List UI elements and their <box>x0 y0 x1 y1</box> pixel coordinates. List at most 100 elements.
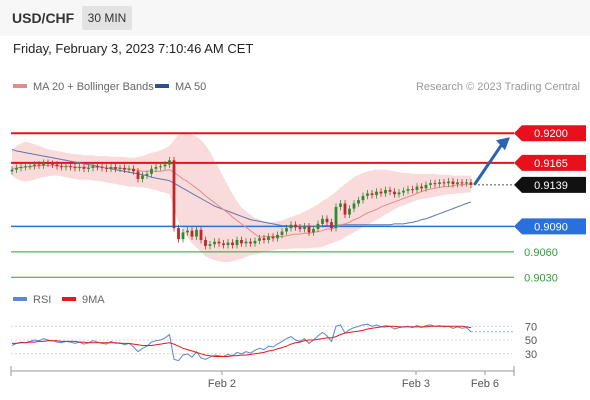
candle-body <box>298 227 302 229</box>
candle-body <box>15 167 18 170</box>
candle-body <box>37 164 41 166</box>
candle-body <box>280 231 284 235</box>
candle-body <box>150 168 153 174</box>
candle-body <box>379 191 383 194</box>
candle-body <box>384 189 387 194</box>
candle-body <box>42 162 45 166</box>
candle-body <box>91 166 95 168</box>
chart-datetime: Friday, February 3, 2023 7:10:46 AM CET <box>13 41 254 56</box>
candle-body <box>294 224 297 228</box>
ma50-legend-label: MA 50 <box>175 81 206 93</box>
x-axis-label: Feb 6 <box>471 378 499 390</box>
candle-body <box>438 182 441 185</box>
candle-body <box>289 224 293 229</box>
candle-body <box>199 229 203 240</box>
ma20-legend-swatch <box>13 84 27 88</box>
candle-body <box>343 203 347 215</box>
candle-body <box>235 239 239 246</box>
candle-body <box>33 164 36 167</box>
candle-body <box>87 167 90 169</box>
candle-body <box>145 173 149 176</box>
rsi-ma-legend-label: 9MA <box>82 294 105 306</box>
candle-body <box>109 167 113 169</box>
price-tag-0-9090 <box>514 218 586 235</box>
candle-body <box>334 206 338 229</box>
candle-body <box>307 226 311 233</box>
price-tag-text-0-9090: 0.9090 <box>534 221 568 233</box>
rsi-tick-label-50: 50 <box>525 335 537 347</box>
candle-body <box>420 186 423 189</box>
rsi-legend-swatch <box>13 297 27 301</box>
candle-body <box>123 167 126 170</box>
candle-body <box>469 182 473 185</box>
level-lines-layer <box>11 132 514 278</box>
candle-body <box>73 167 77 169</box>
candle-body <box>325 218 329 223</box>
candle-body <box>78 167 81 169</box>
candle-body <box>357 200 360 204</box>
candle-body <box>249 241 252 244</box>
candle-body <box>406 189 410 191</box>
candle-body <box>208 244 212 246</box>
candle-body <box>285 228 288 232</box>
candle-body <box>276 234 279 239</box>
candle-body <box>177 228 180 240</box>
candle-body <box>456 182 459 185</box>
rsi-panel-layer: 70 50 30 <box>11 321 537 362</box>
candle-body <box>402 190 405 193</box>
candle-body <box>429 183 432 185</box>
candle-body <box>226 242 230 246</box>
candle-body <box>154 167 158 169</box>
candle-body <box>303 226 306 229</box>
candle-body <box>258 238 261 241</box>
forecast-arrow-shaft <box>473 142 504 186</box>
candle-body <box>222 243 225 246</box>
candle-body <box>19 167 23 169</box>
candle-body <box>375 191 378 196</box>
price-tag-text-0-9139: 0.9139 <box>534 180 568 192</box>
candle-body <box>330 222 333 229</box>
candle-body <box>388 189 392 192</box>
candle-body <box>460 182 464 184</box>
candle-body <box>271 236 275 239</box>
candle-body <box>424 184 428 189</box>
candle-body <box>136 171 140 179</box>
timeframe-button[interactable]: 30 MIN <box>82 6 132 30</box>
price-tag-0-9165 <box>514 154 586 171</box>
ma20-legend-label: MA 20 + Bollinger Bands <box>33 81 154 93</box>
candle-body <box>105 167 108 169</box>
candle-body <box>172 160 176 229</box>
candle-body <box>339 203 342 207</box>
candle-body <box>10 169 14 172</box>
candle-body <box>240 239 243 244</box>
price-tag-text-0-9165: 0.9165 <box>534 158 568 170</box>
price-level-text-0-9060: 0.9060 <box>524 247 558 259</box>
bollinger-band-layer <box>12 133 471 262</box>
candle-body <box>46 162 50 164</box>
copyright-label: Research © 2023 Trading Central <box>416 81 580 93</box>
candle-body <box>168 160 171 165</box>
candle-body <box>24 166 27 168</box>
candle-body <box>393 191 396 195</box>
candle-body <box>465 182 468 184</box>
symbol-title: USD/CHF <box>12 10 75 26</box>
candle-body <box>217 241 221 244</box>
x-axis-layer: Feb 2 Feb 3 Feb 6 <box>10 366 515 390</box>
candle-body <box>132 168 135 172</box>
candle-body <box>127 168 131 170</box>
forecast-arrow-layer <box>473 137 510 186</box>
candle-body <box>163 164 167 167</box>
candle-body <box>231 242 234 246</box>
candle-body <box>316 223 320 229</box>
candle-body <box>451 181 455 185</box>
candle-body <box>51 163 54 165</box>
candle-body <box>181 232 185 240</box>
x-axis-label: Feb 2 <box>208 378 236 390</box>
candle-body <box>55 164 59 167</box>
price-tag-0-9139 <box>514 176 586 193</box>
candle-body <box>397 192 401 195</box>
candle-body <box>186 230 189 233</box>
candle-body <box>321 218 324 224</box>
